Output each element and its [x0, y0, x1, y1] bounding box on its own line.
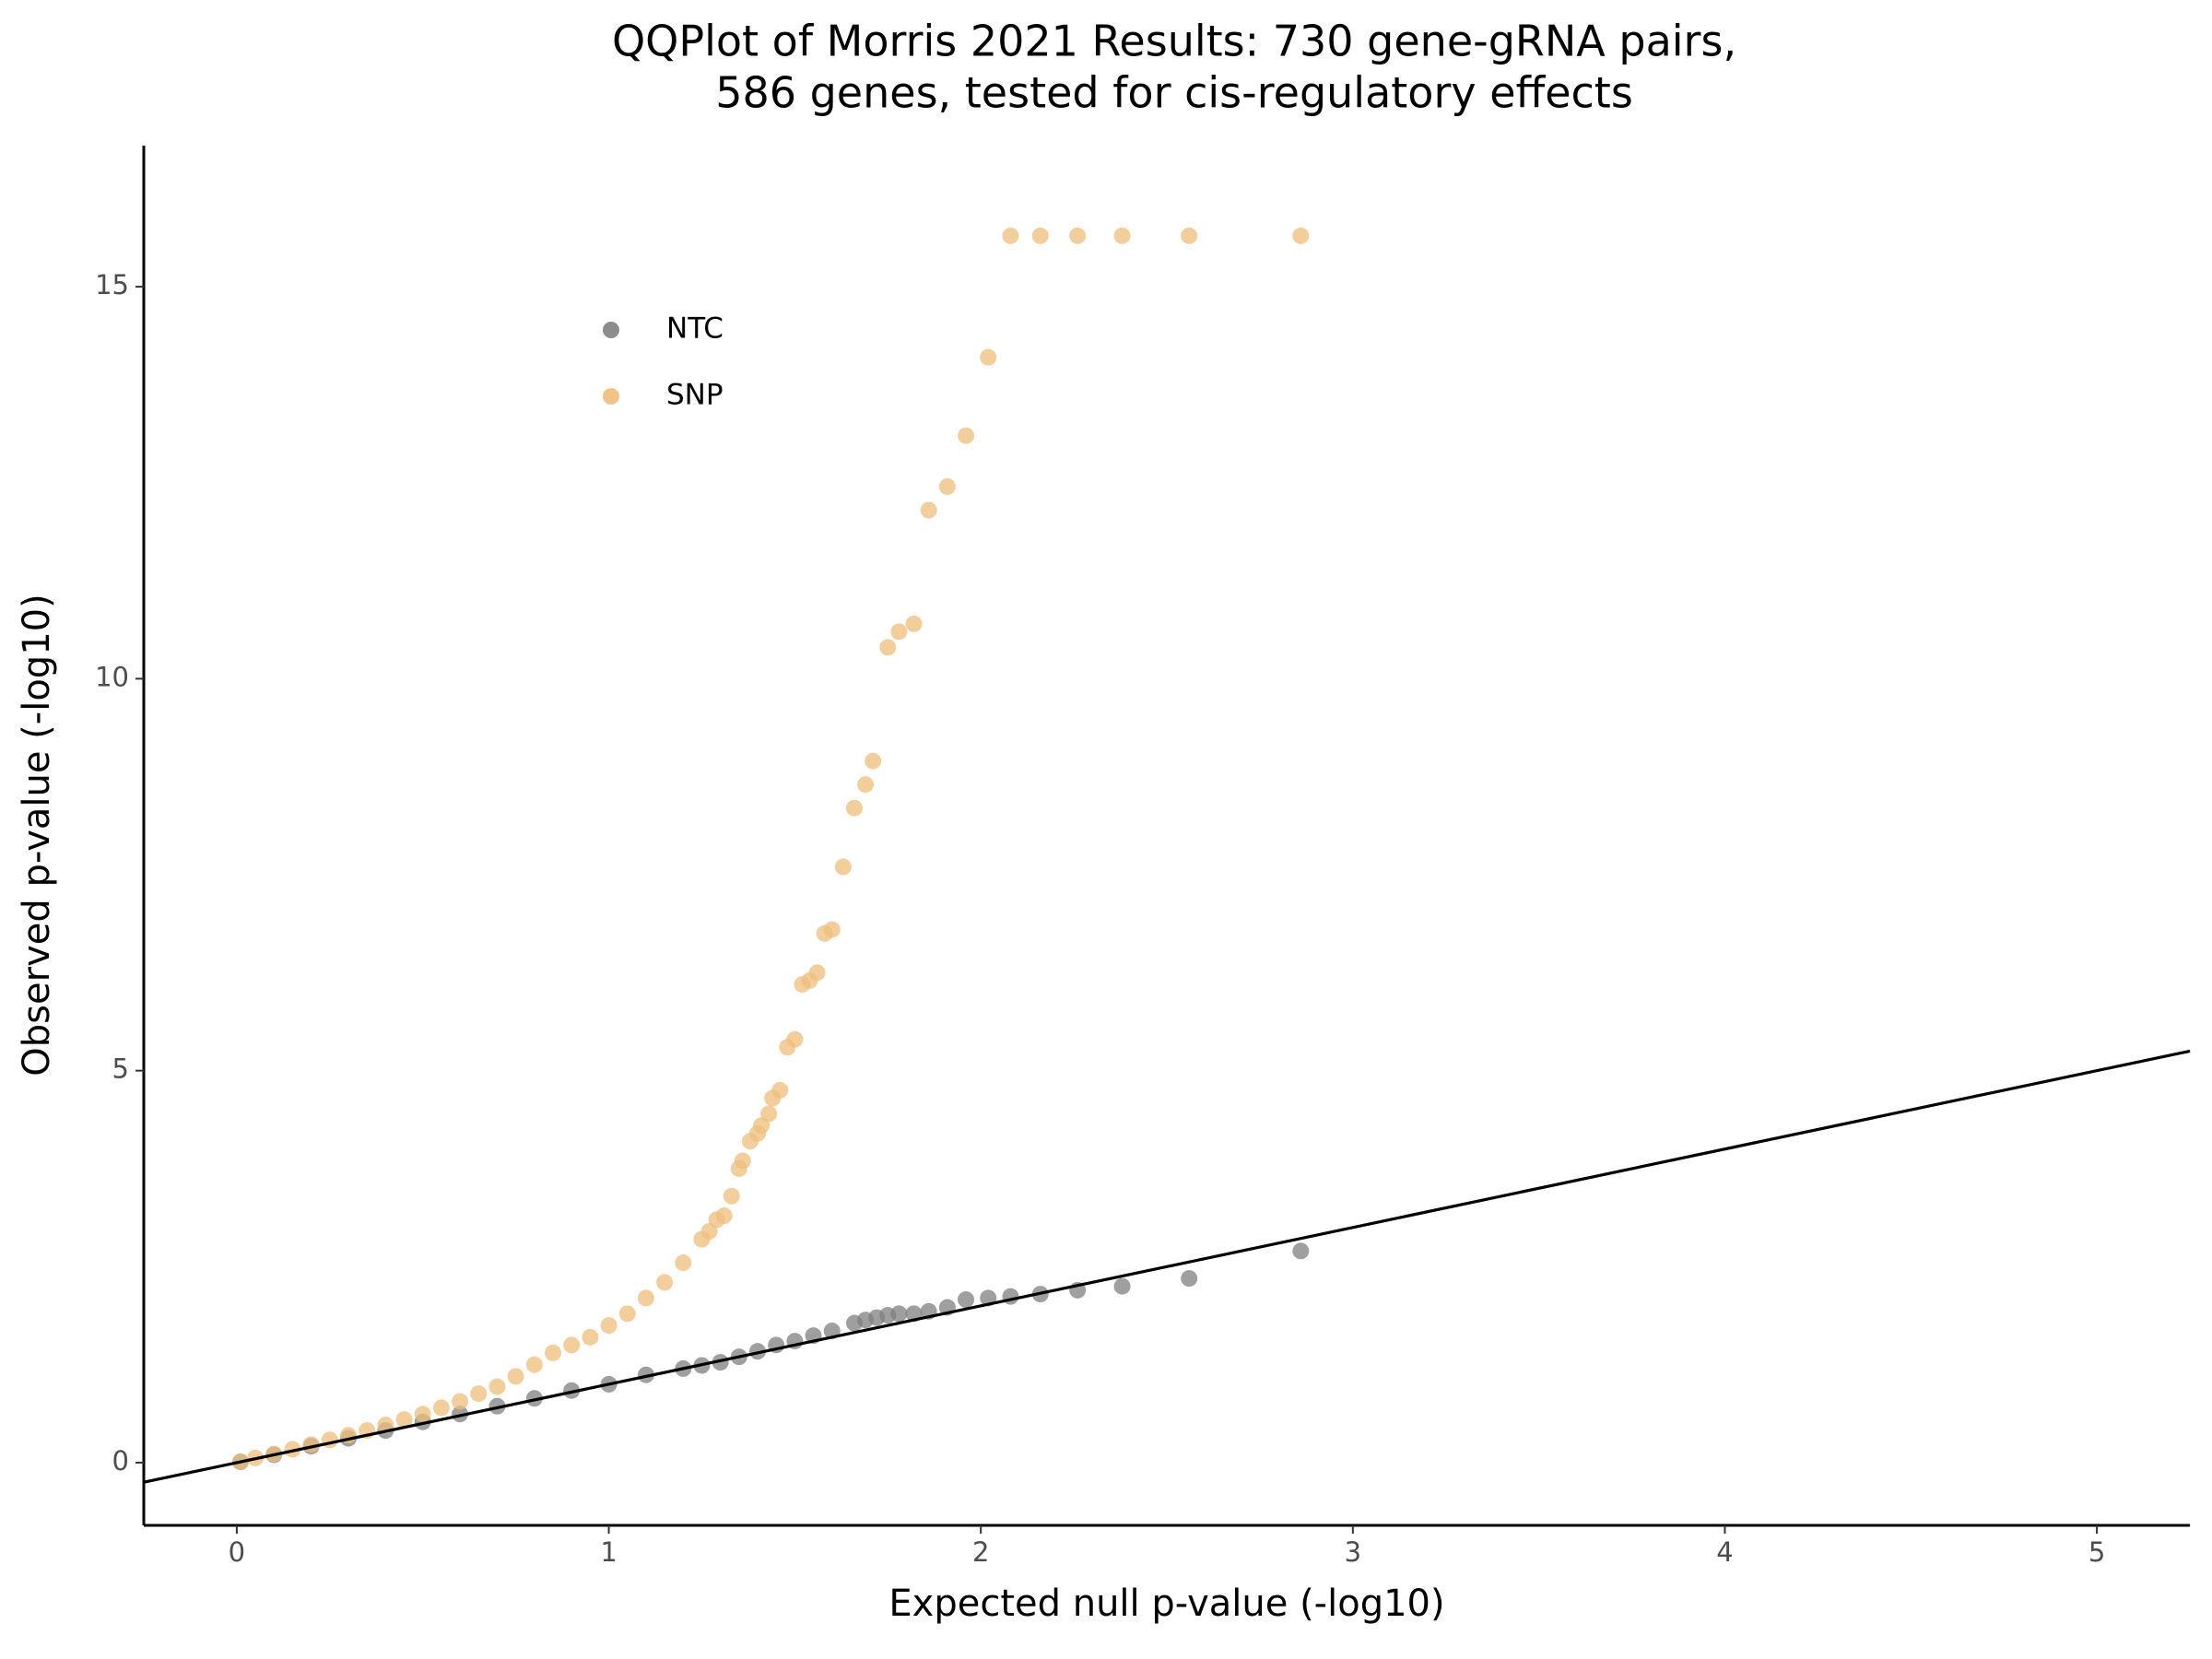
point — [656, 1274, 674, 1291]
point — [1292, 227, 1310, 244]
point — [563, 1336, 581, 1354]
y-tick-label: 0 — [112, 1445, 129, 1477]
point — [749, 1343, 766, 1360]
point — [958, 427, 975, 444]
point — [284, 1441, 301, 1458]
y-tick-label: 5 — [112, 1053, 129, 1085]
x-axis-title: Expected null p-value (-log10) — [888, 1583, 1444, 1625]
point — [816, 924, 833, 942]
point — [958, 1291, 975, 1309]
point — [1181, 1270, 1198, 1288]
y-tick-label: 15 — [95, 269, 129, 300]
point — [525, 1390, 543, 1407]
point — [675, 1254, 692, 1272]
chart-title: QQPlot of Morris 2021 Results: 730 gene-… — [612, 17, 1736, 66]
point — [857, 776, 875, 794]
x-tick-label: 3 — [1345, 1536, 1361, 1568]
legend-marker — [603, 322, 619, 338]
point — [1031, 227, 1049, 244]
point — [1181, 227, 1198, 244]
point — [395, 1411, 413, 1429]
point — [525, 1356, 543, 1373]
point — [764, 1089, 782, 1107]
point — [845, 799, 863, 817]
point — [693, 1230, 711, 1248]
point — [723, 1187, 740, 1205]
y-tick-label: 10 — [95, 661, 129, 692]
x-tick-label: 2 — [972, 1536, 989, 1568]
point — [865, 752, 882, 770]
point — [834, 858, 852, 876]
point — [730, 1159, 747, 1177]
point — [507, 1368, 524, 1385]
point — [488, 1397, 506, 1415]
point — [1113, 227, 1131, 244]
point — [618, 1305, 636, 1323]
point — [470, 1385, 488, 1403]
point — [920, 501, 937, 519]
point — [637, 1289, 654, 1307]
point — [600, 1317, 618, 1335]
point — [452, 1406, 469, 1423]
x-tick-label: 1 — [600, 1536, 617, 1568]
point — [488, 1378, 506, 1395]
point — [890, 623, 908, 641]
point — [414, 1406, 431, 1423]
point — [1069, 227, 1087, 244]
point — [938, 477, 956, 495]
point — [845, 1314, 863, 1332]
legend-label: NTC — [666, 312, 724, 346]
y-axis-title: Observed p-value (-log10) — [16, 594, 58, 1076]
point — [1002, 227, 1019, 244]
point — [741, 1133, 759, 1150]
point — [637, 1366, 654, 1383]
point — [545, 1344, 561, 1361]
point — [905, 615, 923, 632]
chart-title: 586 genes, tested for cis-regulatory eff… — [715, 68, 1633, 118]
point — [879, 639, 897, 656]
point — [582, 1328, 599, 1346]
legend-marker — [603, 388, 619, 405]
point — [779, 1039, 796, 1056]
point — [980, 348, 997, 366]
point — [563, 1382, 581, 1399]
point — [712, 1354, 729, 1371]
point — [1292, 1242, 1310, 1260]
point — [432, 1399, 450, 1417]
legend-label: SNP — [666, 379, 724, 412]
reference-line — [143, 1049, 2191, 1484]
point — [1113, 1277, 1131, 1295]
x-tick-label: 4 — [1716, 1536, 1733, 1568]
point — [452, 1393, 469, 1410]
point — [794, 976, 811, 994]
x-tick-label: 0 — [229, 1536, 245, 1568]
x-tick-label: 5 — [2088, 1536, 2105, 1568]
